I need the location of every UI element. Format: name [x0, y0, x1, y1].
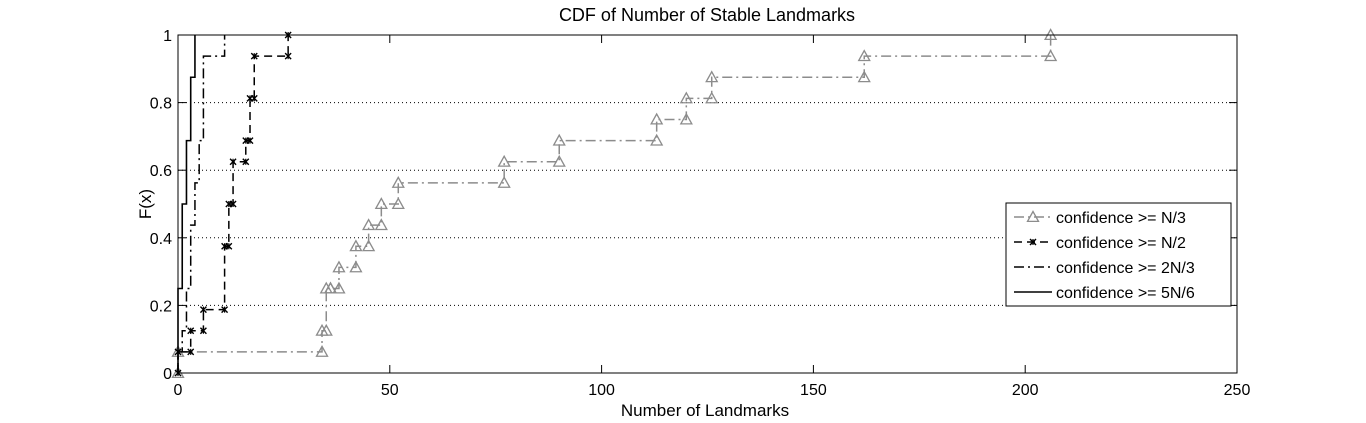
- data-point-marker: [242, 158, 250, 166]
- data-point-marker: [679, 112, 693, 125]
- data-point-marker: [374, 197, 388, 210]
- data-point-marker: [319, 323, 333, 336]
- data-point-marker: [362, 239, 376, 252]
- series-group: [177, 35, 196, 373]
- y-tick-label: 1: [163, 28, 172, 45]
- data-point-marker: [857, 49, 871, 62]
- data-point-marker: [650, 133, 664, 146]
- data-point-marker: [221, 306, 229, 314]
- y-tick-label: 0.4: [150, 231, 172, 248]
- data-point-marker: [552, 133, 566, 146]
- data-point-marker: [250, 52, 258, 60]
- data-point-marker: [199, 306, 207, 314]
- data-point-marker: [1026, 210, 1040, 223]
- x-tick-label: 50: [381, 382, 399, 399]
- data-point-marker: [497, 176, 511, 188]
- data-point-marker: [187, 348, 195, 356]
- data-point-marker: [332, 260, 346, 273]
- data-point-marker: [229, 158, 237, 166]
- y-tick-label: 0.2: [150, 298, 172, 315]
- legend-label: confidence >= 2N/3: [1056, 260, 1195, 277]
- data-point-marker: [332, 281, 346, 294]
- axis-ticks: 0 0.2 0.4 0.6 0.8 1 0 50 100 150 200 250: [150, 28, 1251, 399]
- data-point-marker: [187, 327, 195, 335]
- chart-title: CDF of Number of Stable Landmarks: [559, 5, 855, 25]
- data-point-marker: [171, 366, 185, 379]
- data-point-marker: [315, 345, 329, 357]
- data-point-marker: [1029, 238, 1037, 246]
- data-point-marker: [349, 260, 363, 273]
- legend-label: confidence >= N/3: [1056, 210, 1186, 227]
- series-line: [177, 35, 196, 373]
- data-point-marker: [362, 218, 376, 231]
- legend-entry: confidence >= N/2: [1014, 235, 1186, 252]
- x-tick-label: 150: [800, 382, 827, 399]
- y-axis-label: F(x): [136, 189, 155, 219]
- data-point-marker: [323, 281, 338, 294]
- data-point-marker: [1044, 28, 1058, 41]
- series-line: [177, 35, 226, 373]
- legend-label: confidence >= N/2: [1056, 235, 1186, 252]
- data-point-marker: [391, 197, 405, 210]
- series-line: [177, 35, 1052, 373]
- data-point-marker: [246, 137, 254, 145]
- plot-area: [171, 28, 1058, 379]
- y-tick-label: 0.6: [150, 163, 172, 180]
- data-point-marker: [284, 52, 292, 60]
- data-point-marker: [229, 200, 237, 208]
- data-point-marker: [552, 154, 566, 167]
- data-point-marker: [705, 70, 719, 83]
- x-tick-label: 100: [588, 382, 615, 399]
- legend-entry: confidence >= 2N/3: [1014, 260, 1195, 277]
- legend-entry: confidence >= N/3: [1014, 210, 1186, 227]
- data-point-marker: [497, 154, 511, 167]
- data-point-marker: [1044, 49, 1058, 62]
- y-tick-label: 0: [163, 366, 172, 383]
- legend-label: confidence >= 5N/6: [1056, 285, 1195, 302]
- data-point-marker: [349, 239, 363, 252]
- data-point-marker: [705, 91, 719, 104]
- x-tick-label: 200: [1012, 382, 1039, 399]
- x-axis-label: Number of Landmarks: [621, 401, 789, 420]
- x-tick-label: 0: [174, 382, 183, 399]
- data-point-marker: [199, 327, 207, 335]
- data-point-marker: [391, 176, 405, 188]
- series-group: [177, 35, 226, 373]
- legend: confidence >= N/3 confidence >= N/2 confid…: [1005, 202, 1232, 307]
- axes-box: [177, 34, 1238, 374]
- data-point-marker: [679, 91, 693, 104]
- series-group: [174, 31, 292, 377]
- legend-box: [1005, 202, 1232, 307]
- data-point-marker: [650, 112, 664, 125]
- legend-entry: confidence >= 5N/6: [1014, 285, 1195, 302]
- x-tick-label: 250: [1224, 382, 1251, 399]
- data-point-marker: [225, 242, 233, 250]
- data-point-marker: [857, 70, 871, 83]
- series-line: [177, 35, 289, 373]
- y-tick-label: 0.8: [150, 96, 172, 113]
- data-point-marker: [250, 94, 258, 102]
- series-group: [171, 28, 1058, 379]
- data-point-marker: [374, 218, 388, 231]
